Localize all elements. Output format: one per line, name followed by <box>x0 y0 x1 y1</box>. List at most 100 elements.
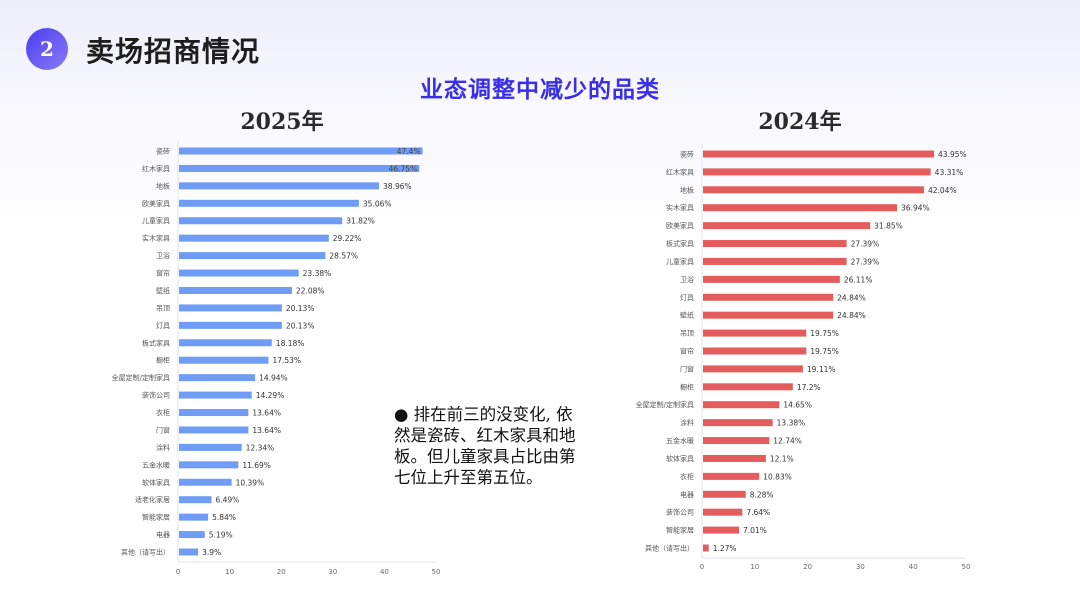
data-label: 27.39% <box>851 257 880 266</box>
category-label: 实木家具 <box>142 234 170 243</box>
data-label: 3.9% <box>202 548 221 557</box>
data-label: 18.18% <box>276 339 305 348</box>
data-label: 12.74% <box>773 437 802 446</box>
data-label: 43.31% <box>935 168 964 177</box>
category-label: 五金水暖 <box>142 460 170 469</box>
category-label: 门窗 <box>680 364 694 373</box>
category-label: 软体家具 <box>666 454 694 463</box>
bar <box>703 508 743 516</box>
category-label: 欧美家具 <box>142 199 170 208</box>
bar <box>703 454 766 462</box>
category-label: 门窗 <box>156 425 170 434</box>
category-label: 红木家具 <box>142 164 170 173</box>
bar <box>179 182 380 190</box>
data-label: 8.28% <box>750 490 774 499</box>
bar <box>179 269 299 277</box>
bar <box>179 234 329 242</box>
bar <box>703 240 847 248</box>
data-label: 47.4% <box>397 147 421 156</box>
category-label: 电器 <box>156 530 170 539</box>
category-label: 全屋定制/定制家具 <box>636 400 694 409</box>
bar <box>179 356 269 364</box>
category-label: 橱柜 <box>156 356 170 365</box>
bar <box>179 304 282 312</box>
bar <box>703 222 871 230</box>
chart-title-2025: 2025年 <box>240 109 324 135</box>
category-label: 板式家具 <box>666 239 694 248</box>
category-label: 卫浴 <box>156 251 170 260</box>
data-label: 6.49% <box>215 496 239 505</box>
bar <box>179 513 209 521</box>
bar <box>179 548 199 556</box>
bar <box>703 472 760 480</box>
data-label: 14.94% <box>259 374 288 383</box>
bar <box>703 383 793 391</box>
bar <box>703 186 924 194</box>
bar <box>703 150 935 158</box>
summary-note: ● 排在前三的没变化, 依然是瓷砖、红木家具和地板。但儿童家具占比由第七位上升至… <box>394 405 576 487</box>
category-label: 地板 <box>156 181 170 190</box>
x-tick-label: 40 <box>380 568 389 576</box>
data-label: 12.1% <box>770 454 794 463</box>
category-label: 五金水暖 <box>666 436 694 445</box>
bar <box>703 275 840 283</box>
bar <box>703 544 709 552</box>
category-label: 欧美家具 <box>666 221 694 230</box>
x-tick-label: 30 <box>328 568 337 576</box>
x-tick-label: 10 <box>750 563 759 571</box>
page-title: 卖场招商情况 <box>86 35 261 68</box>
data-label: 13.64% <box>252 426 281 435</box>
data-label: 22.08% <box>296 286 325 295</box>
data-label: 38.96% <box>383 182 412 191</box>
bar <box>179 478 232 486</box>
bar <box>703 490 746 498</box>
data-label: 20.13% <box>286 304 315 313</box>
category-label: 软体家具 <box>142 478 170 487</box>
x-tick-label: 20 <box>277 568 286 576</box>
data-label: 42.04% <box>928 186 957 195</box>
data-label: 14.29% <box>256 391 285 400</box>
bar <box>179 339 272 347</box>
data-label: 11.69% <box>242 461 271 470</box>
bar <box>179 374 256 382</box>
bar <box>703 329 807 337</box>
bar <box>179 391 252 399</box>
category-label: 涂料 <box>680 418 694 427</box>
category-label: 电器 <box>680 490 694 499</box>
category-label: 其他（请写出） <box>645 544 694 553</box>
data-label: 19.11% <box>807 365 836 374</box>
category-label: 吊顶 <box>680 330 694 338</box>
bar <box>703 419 773 427</box>
category-label: 瓷砖 <box>680 150 694 159</box>
x-tick-label: 20 <box>803 563 812 571</box>
category-label: 红木家具 <box>666 167 694 176</box>
data-label: 5.19% <box>209 531 233 540</box>
data-label: 13.64% <box>252 409 281 418</box>
data-label: 23.38% <box>303 269 332 278</box>
category-label: 全屋定制/定制家具 <box>112 373 170 382</box>
x-tick-label: 0 <box>700 563 704 571</box>
data-label: 26.11% <box>844 275 873 284</box>
category-label: 吊顶 <box>156 304 170 312</box>
bar <box>179 321 282 329</box>
category-label: 瓷砖 <box>156 147 170 156</box>
bar <box>179 461 239 469</box>
bar <box>179 252 326 260</box>
bar <box>179 286 292 294</box>
bar <box>703 311 834 319</box>
category-label: 衣柜 <box>156 408 170 417</box>
bar <box>179 199 359 207</box>
data-label: 17.2% <box>797 383 821 392</box>
bar <box>703 365 803 373</box>
section-number-badge: 2 <box>26 28 68 70</box>
category-label: 壁纸 <box>680 311 694 320</box>
bar <box>703 168 931 176</box>
bar <box>703 526 740 534</box>
category-label: 智能家居 <box>142 513 170 522</box>
x-tick-label: 40 <box>909 563 918 571</box>
data-label: 19.75% <box>810 329 839 338</box>
data-label: 20.13% <box>286 321 315 330</box>
x-tick-label: 10 <box>225 568 234 576</box>
